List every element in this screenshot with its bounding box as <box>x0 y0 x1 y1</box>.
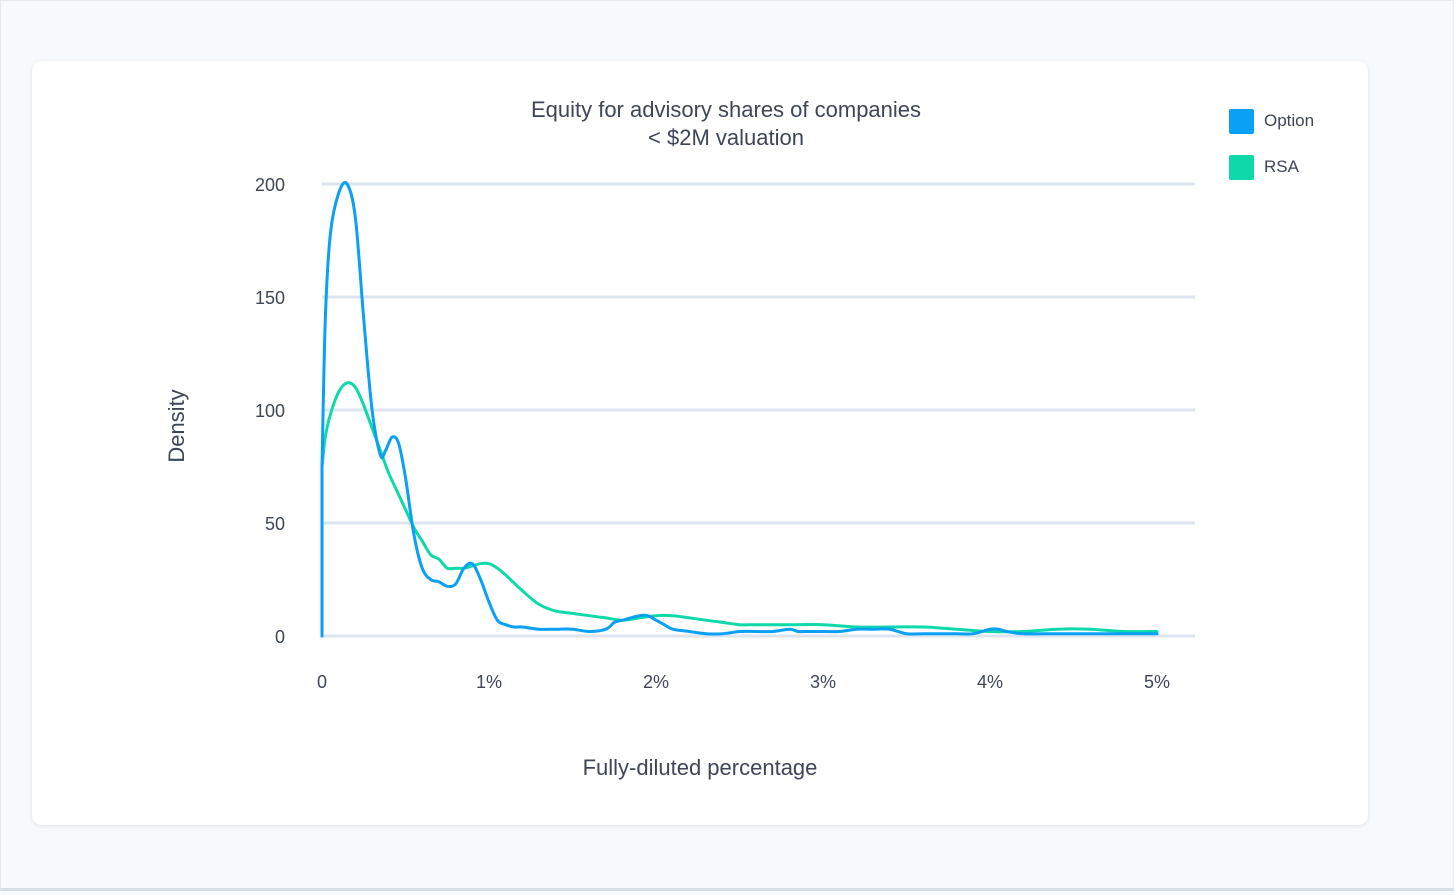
series-line-option <box>320 181 1159 638</box>
x-tick-label: 1% <box>476 672 502 692</box>
y-tick-label: 200 <box>255 175 285 195</box>
y-tick-label: 50 <box>265 514 285 534</box>
chart-card <box>32 61 1368 825</box>
x-axis-label: Fully-diluted percentage <box>583 755 818 780</box>
x-tick-label: 0 <box>317 672 327 692</box>
legend-swatch-rsa <box>1229 154 1254 180</box>
series-line-rsa <box>320 381 1159 638</box>
x-tick-label: 5% <box>1144 672 1170 692</box>
y-tick-label: 0 <box>275 627 285 647</box>
legend-item-option[interactable]: Option <box>1229 108 1314 134</box>
x-tick-label: 3% <box>810 672 836 692</box>
chart-legend: Option RSA <box>1229 108 1314 200</box>
y-tick-label: 150 <box>255 288 285 308</box>
y-tick-label: 100 <box>255 401 285 421</box>
legend-label-rsa: RSA <box>1264 157 1299 176</box>
legend-swatch-option <box>1229 108 1254 134</box>
x-tick-label: 4% <box>977 672 1003 692</box>
legend-label-option: Option <box>1264 111 1315 130</box>
chart-title: Equity for advisory shares of companies … <box>530 97 922 150</box>
legend-item-rsa[interactable]: RSA <box>1229 154 1314 180</box>
y-axis-label: Density <box>164 389 189 462</box>
x-tick-label: 2% <box>643 672 669 692</box>
